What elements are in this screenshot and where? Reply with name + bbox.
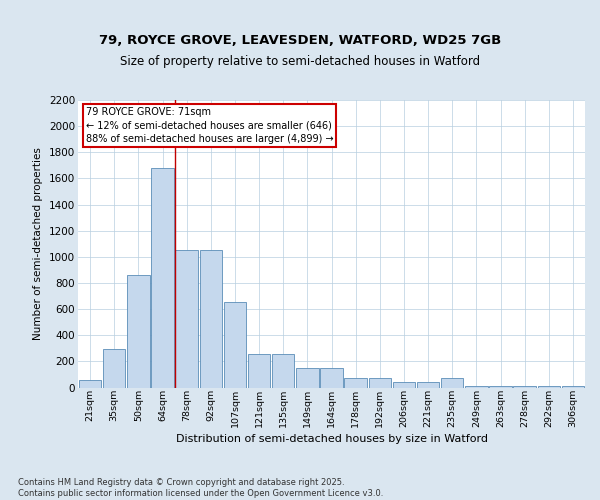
Bar (514, 386, 536, 388)
Bar (489, 386, 512, 388)
Bar (224, 302, 246, 388)
Bar (127, 275, 149, 388)
Bar (79, 380, 101, 388)
Bar (417, 382, 439, 388)
Text: 79 ROYCE GROVE: 71sqm
← 12% of semi-detached houses are smaller (646)
88% of sem: 79 ROYCE GROVE: 71sqm ← 12% of semi-deta… (86, 107, 333, 144)
Text: Contains HM Land Registry data © Crown copyright and database right 2025.
Contai: Contains HM Land Registry data © Crown c… (18, 478, 383, 498)
Bar (103, 349, 125, 388)
Bar (272, 354, 295, 388)
Bar (320, 368, 343, 388)
X-axis label: Distribution of semi-detached houses by size in Watford: Distribution of semi-detached houses by … (176, 434, 487, 444)
Bar (200, 250, 222, 388)
Text: Size of property relative to semi-detached houses in Watford: Size of property relative to semi-detach… (120, 54, 480, 68)
Bar (441, 378, 463, 388)
Bar (175, 250, 198, 388)
Bar (344, 378, 367, 388)
Bar (465, 386, 488, 388)
Y-axis label: Number of semi-detached properties: Number of semi-detached properties (34, 148, 43, 340)
Bar (296, 368, 319, 388)
Bar (562, 386, 584, 388)
Bar (393, 382, 415, 388)
Bar (368, 378, 391, 388)
Text: 79, ROYCE GROVE, LEAVESDEN, WATFORD, WD25 7GB: 79, ROYCE GROVE, LEAVESDEN, WATFORD, WD2… (99, 34, 501, 48)
Bar (538, 386, 560, 388)
Bar (248, 354, 270, 388)
Bar (151, 168, 174, 388)
